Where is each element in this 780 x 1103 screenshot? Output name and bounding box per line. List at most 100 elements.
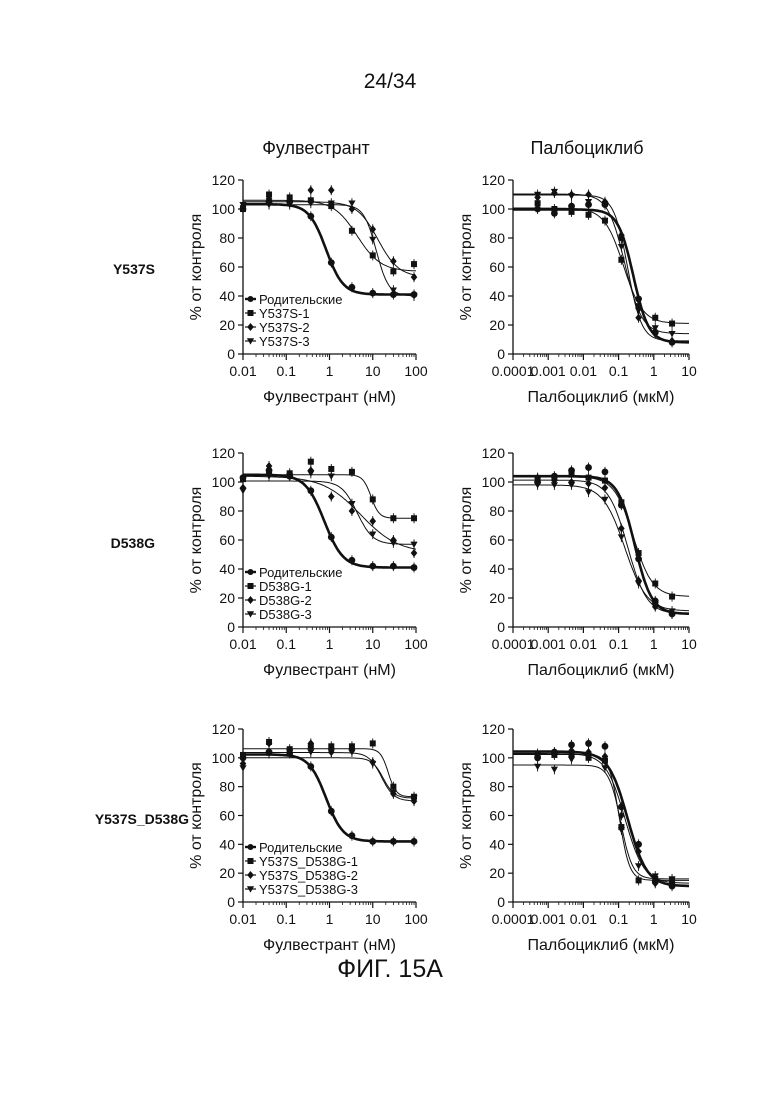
legend-label: D538G-3 — [259, 607, 312, 622]
y-tick-label: 20 — [489, 590, 505, 606]
y-tick-label: 60 — [489, 808, 505, 824]
y-tick-label: 100 — [212, 474, 236, 490]
x-tick-label: 10 — [365, 911, 381, 927]
x-tick-label: 0.1 — [609, 911, 629, 927]
data-point — [585, 740, 592, 747]
data-point — [328, 259, 335, 266]
legend-marker — [247, 323, 254, 331]
y-tick-label: 20 — [489, 317, 505, 333]
x-tick-label: 100 — [404, 363, 428, 379]
y-tick-label: 60 — [489, 532, 505, 548]
y-axis-label: % от контроля — [458, 214, 475, 321]
data-point — [308, 459, 314, 465]
data-point — [652, 581, 658, 587]
x-tick-label: 1 — [326, 911, 334, 927]
chart-panel-5: 0204060801001200.010.1110100Фулвестрант … — [188, 721, 428, 954]
x-tick-label: 0.1 — [277, 911, 297, 927]
x-tick-label: 0.01 — [570, 363, 597, 379]
x-axis-label: Палбоциклиб (мкМ) — [528, 937, 675, 954]
y-tick-label: 0 — [497, 894, 505, 910]
legend: РодительскиеY537S_D538G-1Y537S_D538G-2Y5… — [245, 840, 358, 897]
legend-label: Y537S_D538G-3 — [259, 882, 358, 897]
data-point — [585, 464, 592, 471]
data-point — [669, 594, 675, 600]
data-point — [349, 228, 355, 234]
data-point — [602, 478, 608, 484]
fit-curve-series-1 — [243, 755, 416, 842]
charts-canvas: 0204060801001200.010.1110100Фулвестрант … — [0, 0, 780, 1103]
y-tick-label: 0 — [227, 346, 235, 362]
x-tick-label: 0.0001 — [492, 363, 535, 379]
data-point — [328, 534, 335, 541]
data-point — [328, 474, 335, 480]
y-tick-label: 80 — [219, 503, 235, 519]
data-point — [569, 209, 575, 215]
legend-label: Родительские — [259, 840, 343, 855]
data-point — [668, 331, 675, 337]
x-axis-label: Палбоциклиб (мкМ) — [528, 662, 675, 679]
y-tick-label: 100 — [482, 750, 506, 766]
data-point — [585, 489, 592, 495]
legend-marker — [248, 858, 254, 864]
fit-curve-series-1 — [513, 476, 689, 614]
x-tick-label: 0.01 — [229, 636, 256, 652]
y-tick-label: 100 — [482, 474, 506, 490]
x-tick-label: 1 — [650, 911, 658, 927]
x-tick-label: 10 — [681, 636, 697, 652]
x-tick-label: 0.0001 — [492, 636, 535, 652]
data-point — [369, 237, 376, 243]
data-point — [411, 515, 417, 521]
chart-panel-6: 0204060801001200.00010.0010.010.1110Палб… — [458, 721, 697, 954]
x-tick-label: 1 — [650, 636, 658, 652]
x-axis-label: Палбоциклиб (мкМ) — [528, 389, 675, 406]
x-tick-label: 0.1 — [609, 636, 629, 652]
chart-panel-3: 0204060801001200.010.1110100Фулвестрант … — [188, 445, 428, 679]
legend-label: Родительские — [259, 292, 343, 307]
fit-curve-series-2 — [513, 755, 689, 881]
data-point — [602, 743, 609, 750]
data-point — [307, 213, 314, 220]
y-tick-label: 40 — [489, 836, 505, 852]
x-tick-label: 0.001 — [531, 636, 566, 652]
x-tick-label: 0.1 — [277, 363, 297, 379]
legend-label: Родительские — [259, 565, 343, 580]
figure-caption: ФИГ. 15А — [0, 955, 780, 984]
data-point — [410, 542, 417, 548]
data-point — [618, 827, 625, 833]
y-tick-label: 80 — [489, 503, 505, 519]
data-point — [328, 808, 335, 815]
data-point — [349, 469, 355, 475]
y-tick-label: 100 — [212, 750, 236, 766]
y-tick-label: 0 — [227, 619, 235, 635]
data-point — [307, 201, 314, 207]
y-tick-label: 40 — [219, 561, 235, 577]
fit-curve-series-1 — [513, 210, 689, 343]
fit-curve-series-4 — [513, 485, 689, 611]
legend-label: Y537S-2 — [259, 320, 310, 335]
x-tick-label: 0.1 — [277, 636, 297, 652]
legend: РодительскиеD538G-1D538G-2D538G-3 — [245, 565, 343, 622]
y-axis-label: % от контроля — [458, 487, 475, 594]
data-point — [307, 487, 314, 494]
legend-marker — [247, 596, 254, 604]
data-point — [551, 767, 558, 773]
data-point — [635, 581, 642, 587]
data-point — [586, 212, 592, 218]
fit-curve-series-1 — [243, 204, 416, 294]
data-point — [602, 218, 608, 224]
data-point — [602, 484, 609, 492]
y-tick-label: 20 — [219, 590, 235, 606]
data-point — [618, 534, 625, 540]
data-point — [390, 257, 397, 265]
y-tick-label: 120 — [482, 445, 506, 461]
y-tick-label: 80 — [219, 230, 235, 246]
x-tick-label: 10 — [681, 363, 697, 379]
data-point — [390, 515, 396, 521]
data-point — [370, 740, 376, 746]
data-point — [669, 321, 675, 327]
y-tick-label: 40 — [489, 288, 505, 304]
y-tick-label: 40 — [219, 288, 235, 304]
y-tick-label: 120 — [212, 721, 236, 737]
y-tick-label: 40 — [219, 836, 235, 852]
fit-curve-series-4 — [513, 765, 689, 879]
